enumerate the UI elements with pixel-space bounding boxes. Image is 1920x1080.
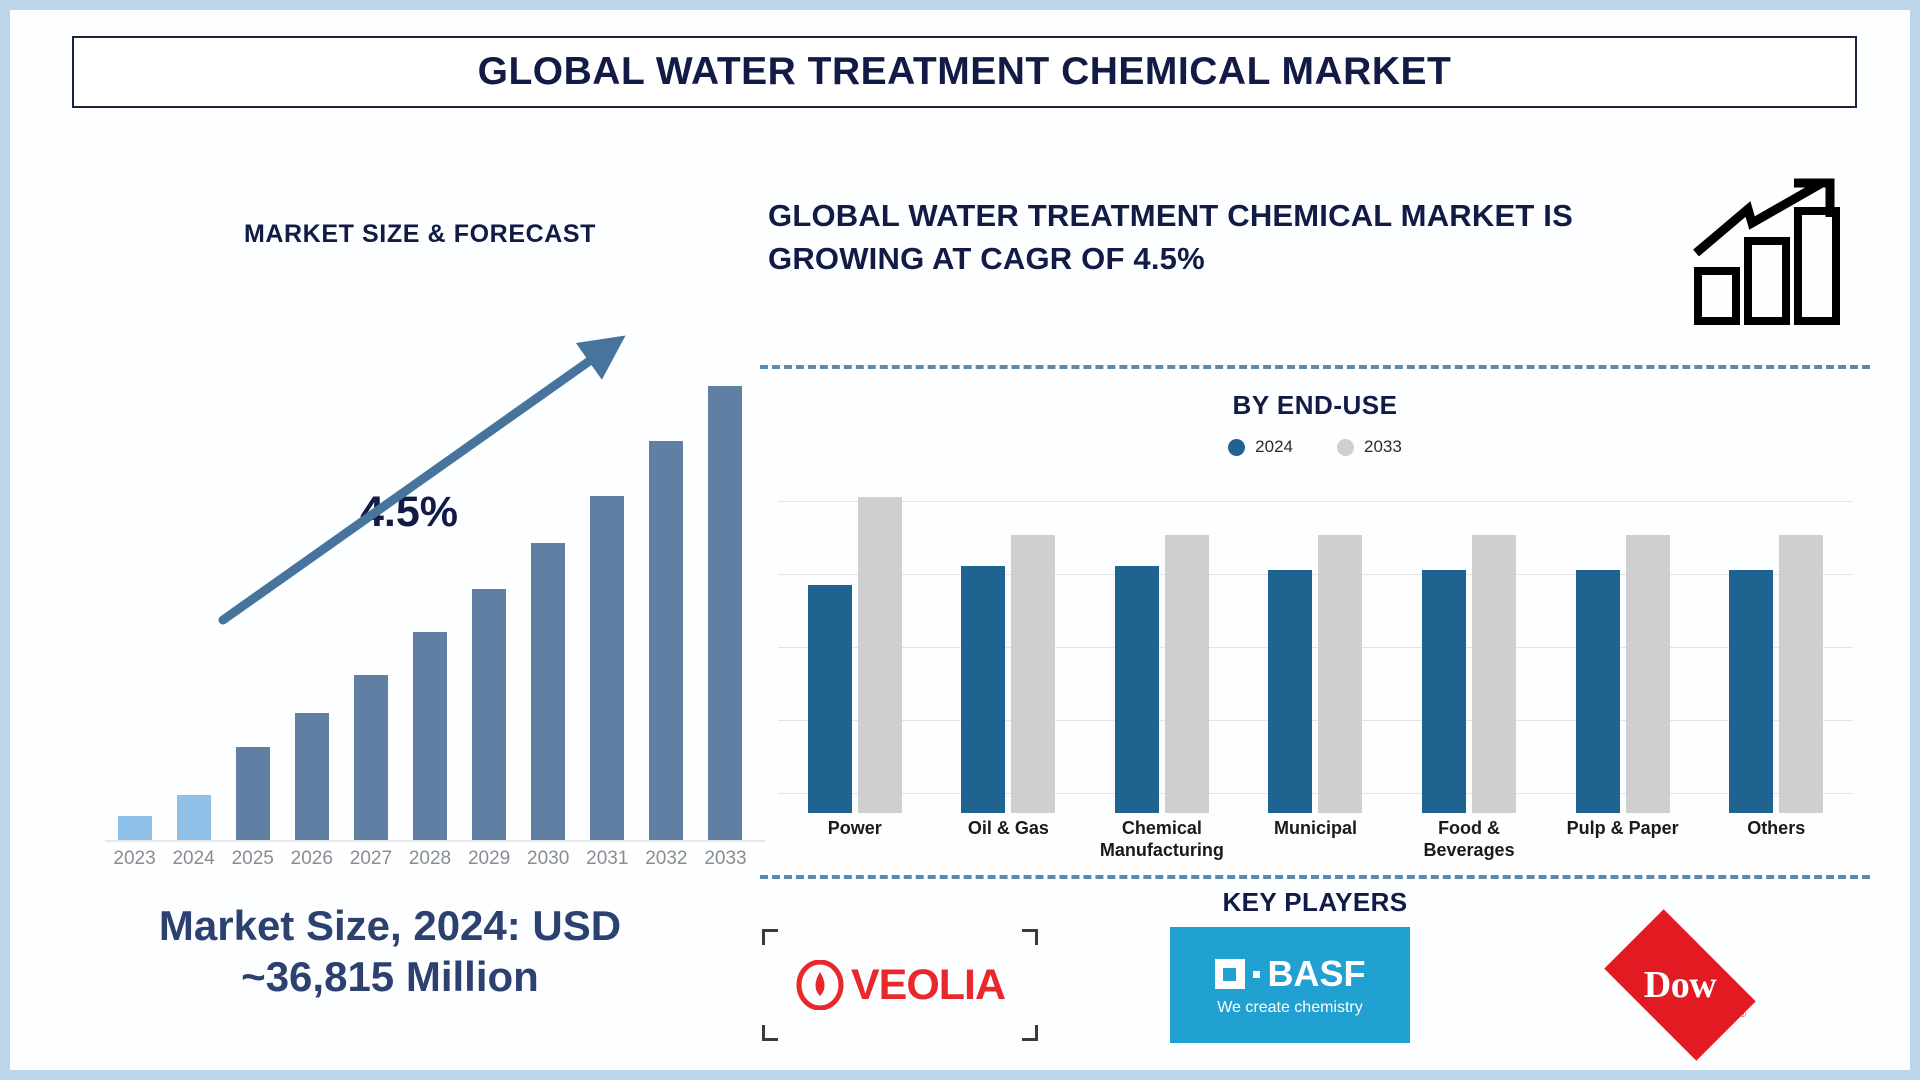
basf-tagline: We create chemistry — [1217, 999, 1363, 1016]
end-use-category-label: Municipal — [1273, 818, 1357, 838]
basf-wordmark: BASF — [1267, 953, 1366, 994]
end-use-bar-group — [778, 481, 932, 813]
forecast-year-label: 2026 — [290, 848, 333, 869]
forecast-bar — [472, 588, 507, 840]
forecast-bar — [649, 440, 684, 840]
key-players-title: KEY PLAYERS — [1222, 887, 1408, 917]
end-use-category-label: Power — [827, 818, 882, 838]
dow-registered-mark: ® — [1739, 1009, 1746, 1019]
end-use-category-label: Food & Beverages — [1423, 818, 1515, 861]
by-end-use-chart: Power Oil & Gas Chemical Manufacturing Munic… — [778, 481, 1853, 860]
page-title-box: GLOBAL WATER TREATMENT CHEMICAL MARKET — [72, 36, 1857, 108]
forecast-bar — [353, 674, 388, 840]
forecast-year-label: 2024 — [172, 848, 215, 869]
right-panel: GLOBAL WATER TREATMENT CHEMICAL MARKET I… — [750, 178, 1880, 1065]
legend-label-2024: 2024 — [1255, 437, 1293, 456]
end-use-legend: 2024 2033 — [750, 437, 1880, 457]
end-use-bar-2024 — [1114, 566, 1159, 813]
logo-dow: Dow ® — [1540, 909, 1820, 1061]
chart-gridline — [778, 647, 1853, 648]
forecast-year-label: 2032 — [645, 848, 688, 869]
end-use-bar-2024 — [1268, 569, 1313, 813]
chart-gridline — [778, 720, 1853, 722]
crop-corner-icon — [762, 1025, 778, 1041]
end-use-bar-group — [1085, 481, 1239, 813]
market-size-forecast-panel: MARKET SIZE & FORECAST 4.5% 2023 2024 2025… — [50, 200, 765, 1060]
basf-square-icon — [1214, 959, 1245, 989]
crop-corner-icon — [762, 929, 778, 945]
forecast-year-label: 2023 — [113, 848, 156, 869]
divider-bottom — [760, 875, 1870, 879]
forecast-bar — [413, 631, 447, 840]
forecast-bar — [294, 713, 329, 840]
basf-dot-icon — [1252, 970, 1260, 978]
forecast-bar — [531, 543, 566, 840]
market-size-forecast-chart: 4.5% 2023 2024 2025 2026 2027 2028 2029 2030 203… — [70, 320, 765, 880]
veolia-wordmark: VEOLIA — [850, 960, 1006, 1009]
end-use-bar-2033 — [1011, 534, 1056, 813]
page-title: GLOBAL WATER TREATMENT CHEMICAL MARKET — [477, 50, 1452, 93]
forecast-year-label: 2027 — [349, 848, 393, 869]
market-size-forecast-heading: MARKET SIZE & FORECAST — [243, 220, 597, 248]
end-use-category-label: Others — [1747, 818, 1806, 838]
forecast-year-label: 2031 — [586, 848, 629, 869]
end-use-bar-2033 — [1779, 534, 1824, 813]
chart-gridline — [778, 500, 1853, 502]
market-size-value-line2: ~36,815 Million — [241, 953, 539, 1001]
forecast-baseline — [105, 840, 765, 842]
end-use-bar-2024 — [1729, 569, 1774, 813]
forecast-bars-plot — [105, 320, 755, 840]
end-use-category-label: Chemical Manufacturing — [1099, 818, 1224, 861]
forecast-year-label: 2030 — [527, 848, 570, 869]
chart-gridline — [778, 793, 1853, 795]
end-use-bar-2033 — [1625, 534, 1670, 813]
end-use-bar-2033 — [1164, 534, 1209, 813]
end-use-bar-2024 — [961, 566, 1006, 813]
legend-label-2033: 2033 — [1364, 437, 1402, 456]
market-size-value: Market Size, 2024: USD ~36,815 Million — [50, 900, 730, 1002]
forecast-year-label: 2025 — [231, 848, 274, 869]
forecast-bar — [590, 495, 625, 840]
forecast-bar — [235, 746, 270, 840]
divider-top — [760, 365, 1870, 369]
end-use-bar-2024 — [1422, 569, 1467, 813]
crop-corner-icon — [1022, 929, 1038, 945]
end-use-bar-2033 — [1318, 534, 1363, 813]
end-use-bar-2024 — [807, 585, 852, 813]
legend-dot-2024 — [1228, 438, 1246, 456]
legend-item-2033: 2033 — [1337, 437, 1402, 457]
dow-wordmark: Dow — [1643, 964, 1717, 1006]
forecast-year-label: 2033 — [704, 848, 747, 869]
by-end-use-title: BY END-USE — [1232, 390, 1398, 420]
end-use-bar-2033 — [1472, 534, 1517, 813]
veolia-flame-icon — [796, 960, 844, 1010]
logo-basf: BASF We create chemistry — [1170, 927, 1410, 1043]
legend-dot-2033 — [1337, 438, 1354, 456]
market-size-value-line1: Market Size, 2024: USD — [158, 902, 622, 949]
forecast-bar — [176, 794, 211, 840]
end-use-bar-group — [1546, 481, 1700, 813]
key-players-logos: VEOLIA BASF We create chemistry Dow — [750, 909, 1880, 1061]
end-use-bar-2033 — [857, 496, 902, 813]
end-use-bar-group — [1392, 481, 1546, 813]
forecast-bar — [117, 816, 152, 840]
forecast-bar — [708, 385, 743, 840]
end-use-category-label: Pulp & Paper — [1566, 818, 1679, 838]
crop-corner-icon — [1022, 1025, 1038, 1041]
forecast-year-label: 2029 — [467, 848, 511, 869]
end-use-bar-group — [1239, 481, 1393, 813]
legend-item-2024: 2024 — [1228, 437, 1293, 457]
end-use-bar-2024 — [1575, 569, 1620, 813]
forecast-year-label: 2028 — [408, 848, 452, 869]
end-use-category-label: Oil & Gas — [967, 818, 1049, 838]
growth-chart-arrow-icon — [1693, 178, 1840, 325]
logo-veolia: VEOLIA — [760, 927, 1040, 1043]
end-use-bar-group — [932, 481, 1086, 813]
chart-gridline — [778, 573, 1853, 575]
growth-statement: GLOBAL WATER TREATMENT CHEMICAL MARKET I… — [768, 198, 1573, 276]
end-use-bar-group — [1699, 481, 1853, 813]
